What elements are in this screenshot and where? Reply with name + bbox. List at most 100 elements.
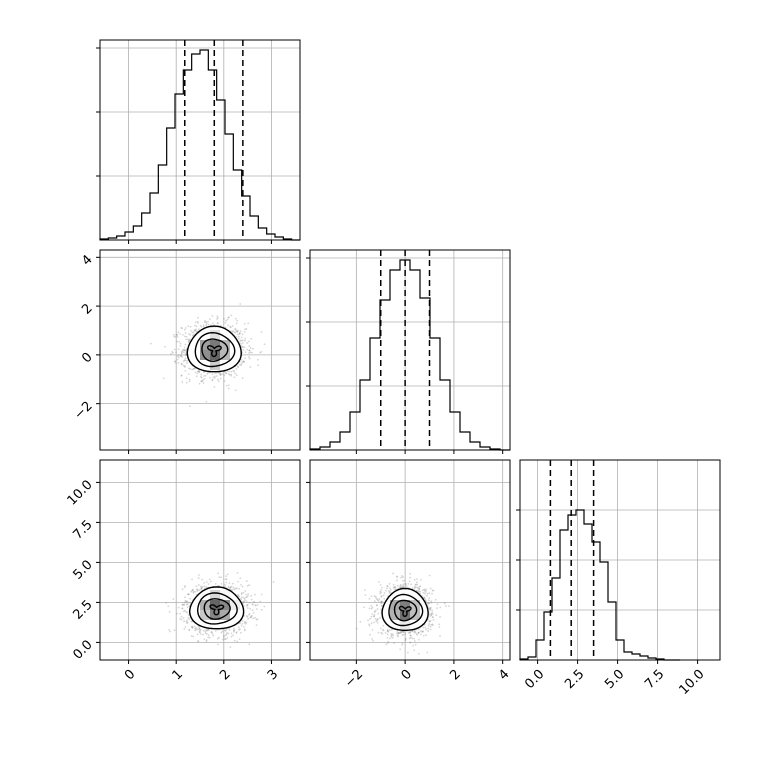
- scatter-point: [200, 380, 203, 383]
- scatter-point: [248, 584, 251, 586]
- scatter-point: [222, 636, 225, 639]
- scatter-point: [202, 382, 205, 384]
- scatter-point: [209, 318, 211, 320]
- scatter-point: [197, 577, 200, 580]
- scatter-point: [187, 338, 190, 341]
- scatter-point: [181, 603, 184, 606]
- scatter-point: [439, 635, 441, 637]
- scatter-point: [241, 333, 244, 336]
- scatter-point: [189, 333, 191, 336]
- scatter-point: [376, 618, 379, 621]
- scatter-point: [195, 375, 198, 378]
- scatter-point: [185, 352, 188, 354]
- scatter-point: [248, 601, 251, 604]
- scatter-point: [211, 379, 214, 382]
- scatter-point: [228, 582, 231, 585]
- contour-2: [388, 593, 424, 627]
- scatter-point: [432, 618, 435, 621]
- scatter-point: [246, 604, 249, 606]
- scatter-point: [237, 626, 240, 629]
- scatter-point: [416, 633, 419, 636]
- scatter-point: [375, 597, 378, 600]
- density-cell: [220, 610, 230, 620]
- scatter-point: [210, 631, 213, 633]
- scatter-point: [244, 328, 247, 331]
- scatter-point: [197, 640, 199, 642]
- scatter-point: [197, 316, 199, 319]
- scatter-point: [199, 628, 202, 631]
- scatter-point: [200, 588, 203, 590]
- scatter-point: [413, 586, 416, 588]
- scatter-point: [428, 574, 431, 577]
- scatter-point: [207, 634, 210, 636]
- scatter-point: [250, 615, 253, 618]
- scatter-point: [185, 381, 188, 384]
- scatter-point: [198, 631, 201, 634]
- scatter-point: [238, 595, 241, 598]
- scatter-point: [192, 588, 194, 591]
- scatter-point: [195, 328, 197, 331]
- scatter-point: [231, 582, 234, 585]
- scatter-point: [374, 609, 377, 612]
- scatter-point: [423, 588, 426, 591]
- scatter-point: [428, 620, 431, 623]
- scatter-point: [209, 580, 212, 583]
- scatter-point: [249, 616, 252, 619]
- scatter-point: [243, 346, 246, 349]
- scatter-point: [429, 587, 432, 590]
- scatter-point: [419, 585, 422, 588]
- scatter-panel-1: [96, 249, 301, 454]
- scatter-point: [249, 347, 252, 349]
- scatter-point: [242, 600, 245, 603]
- scatter-point: [236, 330, 238, 333]
- scatter-point: [183, 349, 186, 352]
- scatter-point: [235, 367, 238, 370]
- scatter-point: [184, 626, 187, 628]
- scatter-point: [243, 625, 245, 628]
- scatter-point: [246, 584, 249, 587]
- scatter-point: [197, 625, 200, 628]
- scatter-point: [200, 380, 203, 383]
- scatter-point: [232, 630, 235, 633]
- scatter-point: [415, 589, 418, 592]
- scatter-point: [219, 374, 222, 376]
- scatter-point: [247, 593, 250, 595]
- scatter-point: [425, 588, 427, 591]
- scatter-point: [240, 592, 243, 594]
- scatter-point: [220, 582, 223, 585]
- scatter-point: [191, 589, 193, 592]
- scatter-point: [181, 607, 184, 610]
- scatter-point: [401, 584, 404, 587]
- scatter-point: [239, 303, 242, 305]
- scatter-point: [232, 627, 235, 630]
- scatter-point: [373, 595, 376, 597]
- scatter-point: [177, 606, 180, 609]
- panel-frame: [99, 249, 301, 451]
- scatter-point: [178, 340, 181, 343]
- scatter-point: [194, 629, 196, 632]
- scatter-point: [182, 364, 185, 367]
- scatter-point: [191, 589, 194, 592]
- scatter-point: [252, 617, 255, 620]
- scatter-point: [179, 354, 182, 357]
- scatter-point: [409, 631, 411, 634]
- scatter-point: [200, 375, 202, 378]
- scatter-point: [390, 634, 393, 637]
- scatter-point: [248, 340, 250, 343]
- scatter-point: [355, 627, 358, 630]
- scatter-point: [248, 643, 251, 646]
- scatter-point: [203, 585, 206, 588]
- scatter-point: [186, 359, 189, 362]
- scatter-point: [402, 579, 404, 582]
- scatter-point: [247, 617, 250, 620]
- scatter-point: [424, 592, 426, 595]
- scatter-point: [180, 374, 183, 377]
- density-layer: [355, 572, 450, 655]
- scatter-point: [188, 338, 191, 341]
- scatter-point: [165, 602, 168, 604]
- scatter-point: [263, 343, 266, 346]
- scatter-point: [225, 638, 227, 641]
- scatter-point: [188, 380, 191, 383]
- scatter-point: [189, 405, 191, 408]
- scatter-point: [191, 626, 194, 629]
